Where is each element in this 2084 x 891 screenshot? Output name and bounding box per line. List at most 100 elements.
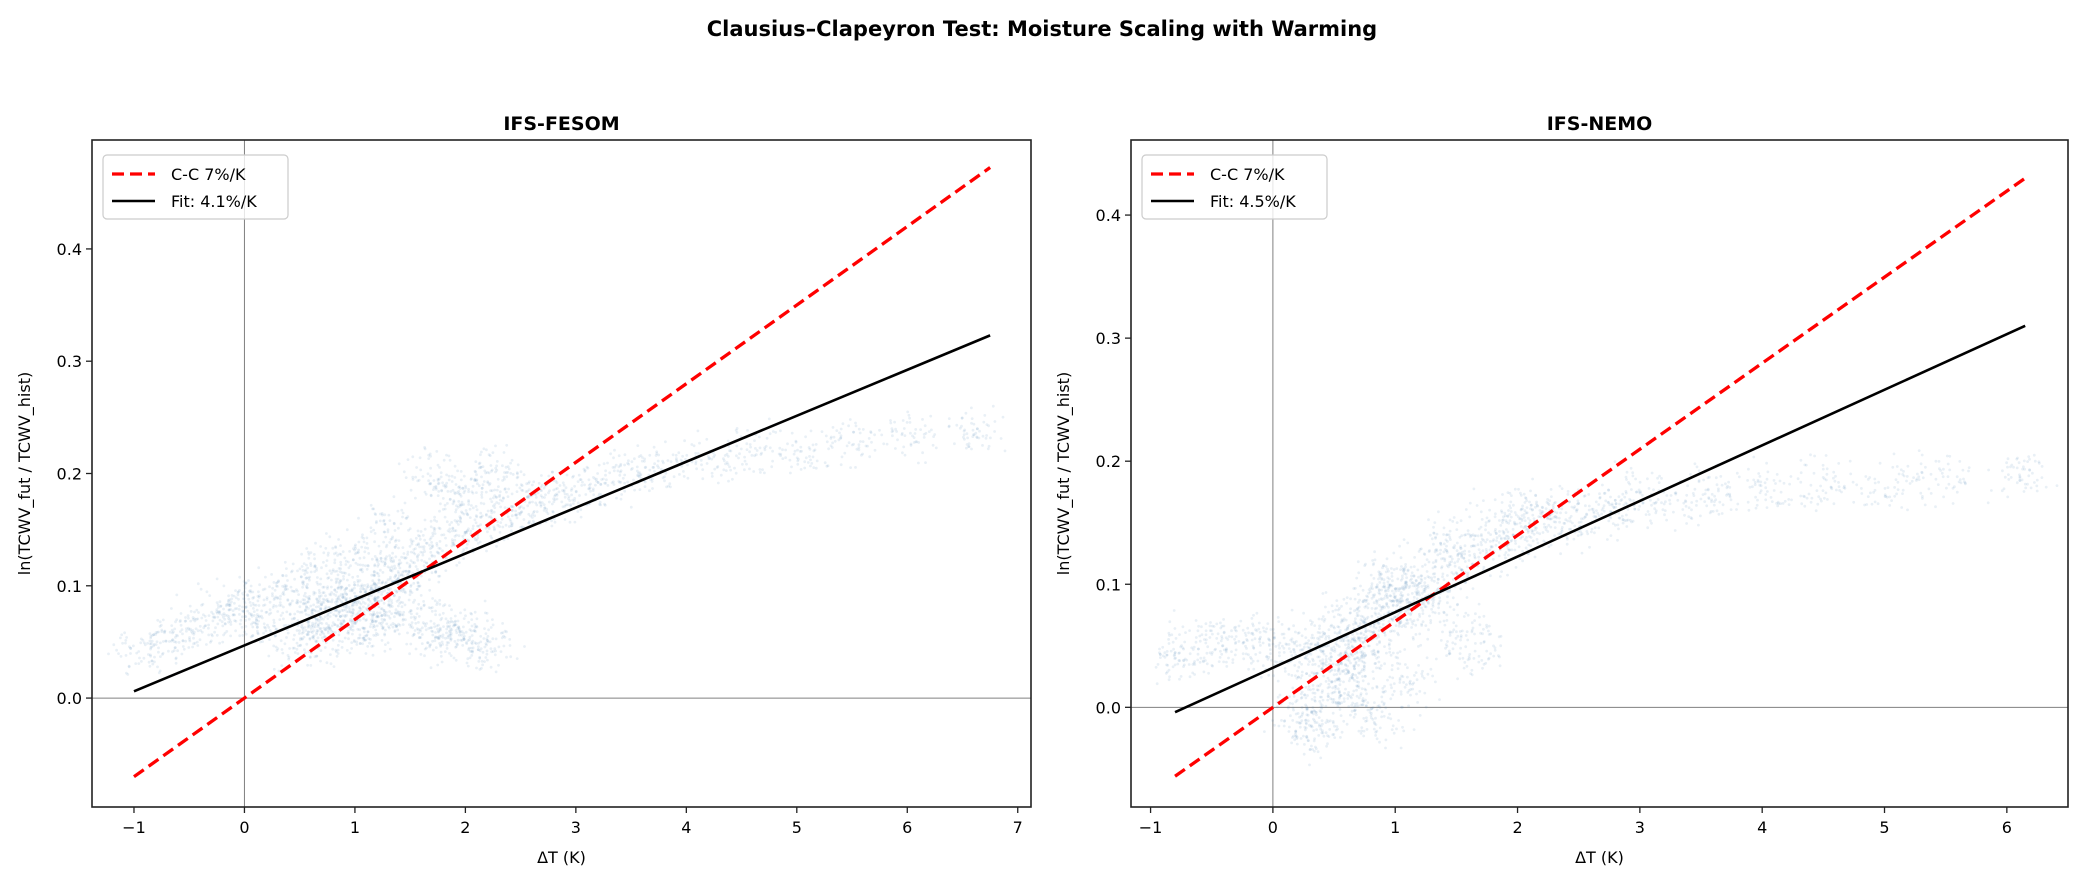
scatter-point (252, 607, 255, 610)
scatter-point (617, 470, 620, 473)
scatter-point (189, 640, 192, 643)
scatter-point (384, 523, 387, 526)
scatter-point (452, 543, 455, 546)
scatter-point (735, 429, 738, 432)
scatter-point (1336, 605, 1339, 608)
scatter-point (1500, 570, 1503, 573)
scatter-point (338, 610, 341, 613)
scatter-point (520, 470, 523, 473)
scatter-point (1376, 686, 1379, 689)
scatter-point (434, 639, 437, 642)
scatter-point (1313, 624, 1316, 627)
scatter-point (1442, 573, 1445, 576)
scatter-point (486, 650, 489, 653)
scatter-point (1569, 520, 1572, 523)
scatter-point (993, 430, 996, 433)
scatter-point (362, 606, 365, 609)
scatter-point (421, 633, 424, 636)
scatter-point (260, 610, 263, 613)
scatter-point (1359, 622, 1362, 625)
scatter-point (323, 599, 326, 602)
scatter-point (448, 523, 451, 526)
scatter-point (1528, 501, 1531, 504)
scatter-point (1690, 501, 1693, 504)
scatter-point (246, 610, 249, 613)
scatter-point (655, 452, 658, 455)
scatter-point (1416, 569, 1419, 572)
scatter-point (405, 643, 408, 646)
scatter-point (1681, 508, 1684, 511)
scatter-point (195, 618, 198, 621)
scatter-point (414, 497, 417, 500)
scatter-point (604, 469, 607, 472)
scatter-point (482, 465, 485, 468)
scatter-point (1790, 475, 1793, 478)
scatter-point (1942, 468, 1945, 471)
scatter-point (454, 646, 457, 649)
scatter-point (1433, 521, 1436, 524)
scatter-point (175, 657, 178, 660)
scatter-point (781, 448, 784, 451)
scatter-point (345, 560, 348, 563)
scatter-point (1459, 588, 1462, 591)
scatter-point (424, 528, 427, 531)
scatter-point (363, 550, 366, 553)
scatter-point (200, 588, 203, 591)
scatter-point (389, 567, 392, 570)
scatter-point (265, 630, 268, 633)
scatter-point (342, 619, 345, 622)
scatter-point (1421, 585, 1424, 588)
scatter-point (532, 480, 535, 483)
scatter-point (490, 647, 493, 650)
scatter-point (1349, 612, 1352, 615)
scatter-point (1406, 598, 1409, 601)
scatter-point (727, 440, 730, 443)
scatter-point (1849, 473, 1852, 476)
scatter-point (335, 650, 338, 653)
scatter-point (1962, 469, 1965, 472)
scatter-point (1748, 509, 1751, 512)
scatter-point (466, 543, 469, 546)
scatter-point (1924, 504, 1927, 507)
scatter-point (409, 565, 412, 568)
scatter-point (516, 657, 519, 660)
scatter-point (1820, 500, 1823, 503)
scatter-point (326, 577, 329, 580)
scatter-point (1393, 568, 1396, 571)
scatter-point (317, 623, 320, 626)
scatter-point (469, 530, 472, 533)
scatter-point (1760, 484, 1763, 487)
scatter-point (469, 612, 472, 615)
scatter-point (458, 534, 461, 537)
scatter-point (472, 525, 475, 528)
scatter-point (422, 621, 425, 624)
scatter-point (1445, 545, 1448, 548)
scatter-point (465, 631, 468, 634)
scatter-point (840, 428, 843, 431)
scatter-point (460, 634, 463, 637)
scatter-point (1645, 513, 1648, 516)
scatter-point (1360, 615, 1363, 618)
scatter-point (1335, 642, 1338, 645)
scatter-point (1646, 477, 1649, 480)
scatter-point (501, 518, 504, 521)
scatter-point (526, 504, 529, 507)
scatter-point (1405, 583, 1408, 586)
scatter-point (862, 428, 865, 431)
scatter-point (1333, 616, 1336, 619)
scatter-point (570, 494, 573, 497)
scatter-point (578, 494, 581, 497)
scatter-point (477, 648, 480, 651)
scatter-point (1416, 588, 1419, 591)
scatter-point (1537, 542, 1540, 545)
scatter-point (221, 625, 224, 628)
scatter-point (390, 599, 393, 602)
scatter-point (1508, 513, 1511, 516)
scatter-point (455, 521, 458, 524)
scatter-point (235, 607, 238, 610)
scatter-point (437, 581, 440, 584)
scatter-point (310, 551, 313, 554)
scatter-point (1489, 574, 1492, 577)
scatter-point (1327, 683, 1330, 686)
scatter-point (237, 590, 240, 593)
